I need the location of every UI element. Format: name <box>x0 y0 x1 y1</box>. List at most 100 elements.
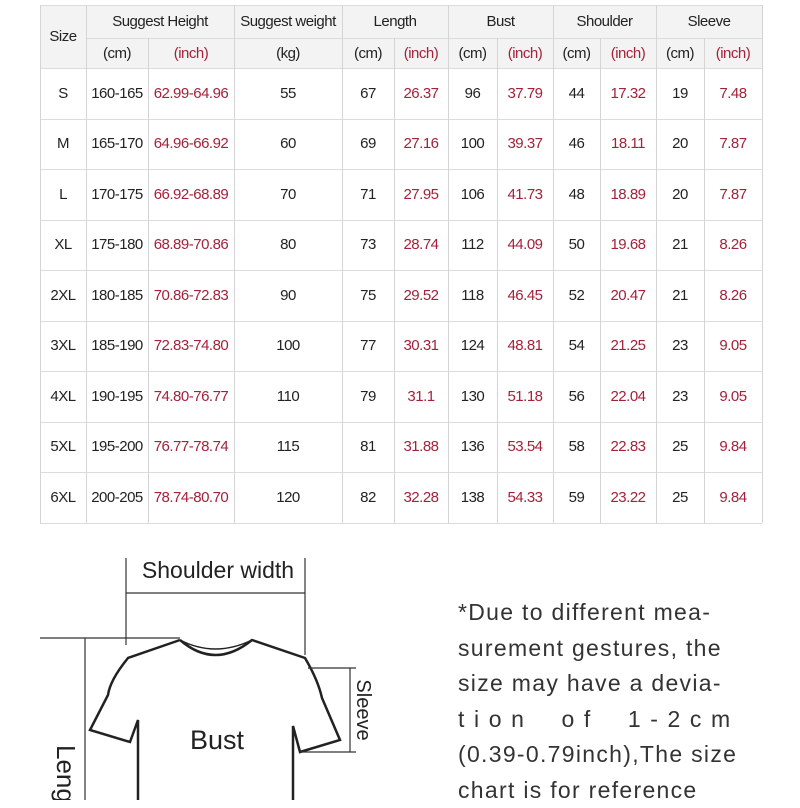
unit-cell: (inch) <box>704 38 762 68</box>
value-cell: 100 <box>234 321 342 372</box>
size-cell: 4XL <box>40 371 86 422</box>
value-cell: 56 <box>553 371 600 422</box>
header-cell: Size <box>40 5 86 68</box>
value-cell: 48 <box>553 169 600 220</box>
value-cell: 21 <box>656 270 704 321</box>
note-line: chart is for reference <box>458 773 740 808</box>
value-cell: 71 <box>342 169 394 220</box>
value-cell: 82 <box>342 472 394 523</box>
value-cell: 165-170 <box>86 119 148 170</box>
value-cell: 9.05 <box>704 371 762 422</box>
value-cell: 72.83-74.80 <box>148 321 234 372</box>
value-cell: 79 <box>342 371 394 422</box>
value-cell: 136 <box>448 422 497 473</box>
value-cell: 44 <box>553 68 600 119</box>
value-cell: 59 <box>553 472 600 523</box>
value-cell: 68.89-70.86 <box>148 220 234 271</box>
col-line <box>342 5 343 523</box>
value-cell: 8.26 <box>704 220 762 271</box>
value-cell: 27.95 <box>394 169 448 220</box>
value-cell: 32.28 <box>394 472 448 523</box>
value-cell: 21.25 <box>600 321 656 372</box>
value-cell: 7.87 <box>704 119 762 170</box>
value-cell: 27.16 <box>394 119 448 170</box>
size-cell: 6XL <box>40 472 86 523</box>
value-cell: 195-200 <box>86 422 148 473</box>
value-cell: 185-190 <box>86 321 148 372</box>
value-cell: 19 <box>656 68 704 119</box>
unit-cell: (cm) <box>448 38 497 68</box>
note-line: (0.39-0.79inch),The size <box>458 737 740 773</box>
unit-cell: (inch) <box>148 38 234 68</box>
value-cell: 130 <box>448 371 497 422</box>
value-cell: 44.09 <box>497 220 553 271</box>
header-cell: Shoulder <box>553 5 656 38</box>
value-cell: 112 <box>448 220 497 271</box>
row-line <box>86 38 762 39</box>
value-cell: 78.74-80.70 <box>148 472 234 523</box>
value-cell: 17.32 <box>600 68 656 119</box>
value-cell: 18.11 <box>600 119 656 170</box>
value-cell: 124 <box>448 321 497 372</box>
value-cell: 160-165 <box>86 68 148 119</box>
value-cell: 110 <box>234 371 342 422</box>
note-line: size may have a devia- <box>458 666 740 702</box>
col-line <box>656 5 657 523</box>
col-line <box>600 38 601 523</box>
col-line <box>448 5 449 523</box>
value-cell: 41.73 <box>497 169 553 220</box>
value-cell: 30.31 <box>394 321 448 372</box>
size-cell: S <box>40 68 86 119</box>
bust-label: Bust <box>190 725 245 755</box>
header-cell: Suggest weight <box>234 5 342 38</box>
note: *Due to different mea-surement gestures,… <box>458 595 740 808</box>
note-line: tion of 1-2cm <box>458 702 740 738</box>
row-line <box>40 5 762 6</box>
value-cell: 20 <box>656 169 704 220</box>
shirt-outline <box>90 640 340 800</box>
value-cell: 96 <box>448 68 497 119</box>
value-cell: 73 <box>342 220 394 271</box>
value-cell: 60 <box>234 119 342 170</box>
col-line <box>40 5 41 523</box>
value-cell: 9.05 <box>704 321 762 372</box>
value-cell: 175-180 <box>86 220 148 271</box>
header-cell: Suggest Height <box>86 5 234 38</box>
value-cell: 7.48 <box>704 68 762 119</box>
value-cell: 138 <box>448 472 497 523</box>
value-cell: 31.1 <box>394 371 448 422</box>
shirt-diagram: Shoulder width Bust Sleeve Length <box>0 530 450 800</box>
value-cell: 19.68 <box>600 220 656 271</box>
value-cell: 69 <box>342 119 394 170</box>
value-cell: 22.83 <box>600 422 656 473</box>
value-cell: 81 <box>342 422 394 473</box>
value-cell: 70 <box>234 169 342 220</box>
value-cell: 23.22 <box>600 472 656 523</box>
value-cell: 76.77-78.74 <box>148 422 234 473</box>
value-cell: 22.04 <box>600 371 656 422</box>
col-line <box>86 5 87 523</box>
value-cell: 39.37 <box>497 119 553 170</box>
shoulder-label: Shoulder width <box>142 557 294 583</box>
value-cell: 8.26 <box>704 270 762 321</box>
size-cell: 3XL <box>40 321 86 372</box>
value-cell: 25 <box>656 472 704 523</box>
sleeve-label: Sleeve <box>352 679 374 740</box>
value-cell: 48.81 <box>497 321 553 372</box>
value-cell: 170-175 <box>86 169 148 220</box>
note-line: surement gestures, the <box>458 631 740 667</box>
size-cell: XL <box>40 220 86 271</box>
value-cell: 46.45 <box>497 270 553 321</box>
value-cell: 20.47 <box>600 270 656 321</box>
value-cell: 50 <box>553 220 600 271</box>
value-cell: 180-185 <box>86 270 148 321</box>
unit-cell: (inch) <box>600 38 656 68</box>
size-cell: 2XL <box>40 270 86 321</box>
unit-cell: (kg) <box>234 38 342 68</box>
unit-cell: (cm) <box>656 38 704 68</box>
unit-cell: (inch) <box>497 38 553 68</box>
value-cell: 28.74 <box>394 220 448 271</box>
value-cell: 62.99-64.96 <box>148 68 234 119</box>
dimension-lines <box>40 558 356 800</box>
